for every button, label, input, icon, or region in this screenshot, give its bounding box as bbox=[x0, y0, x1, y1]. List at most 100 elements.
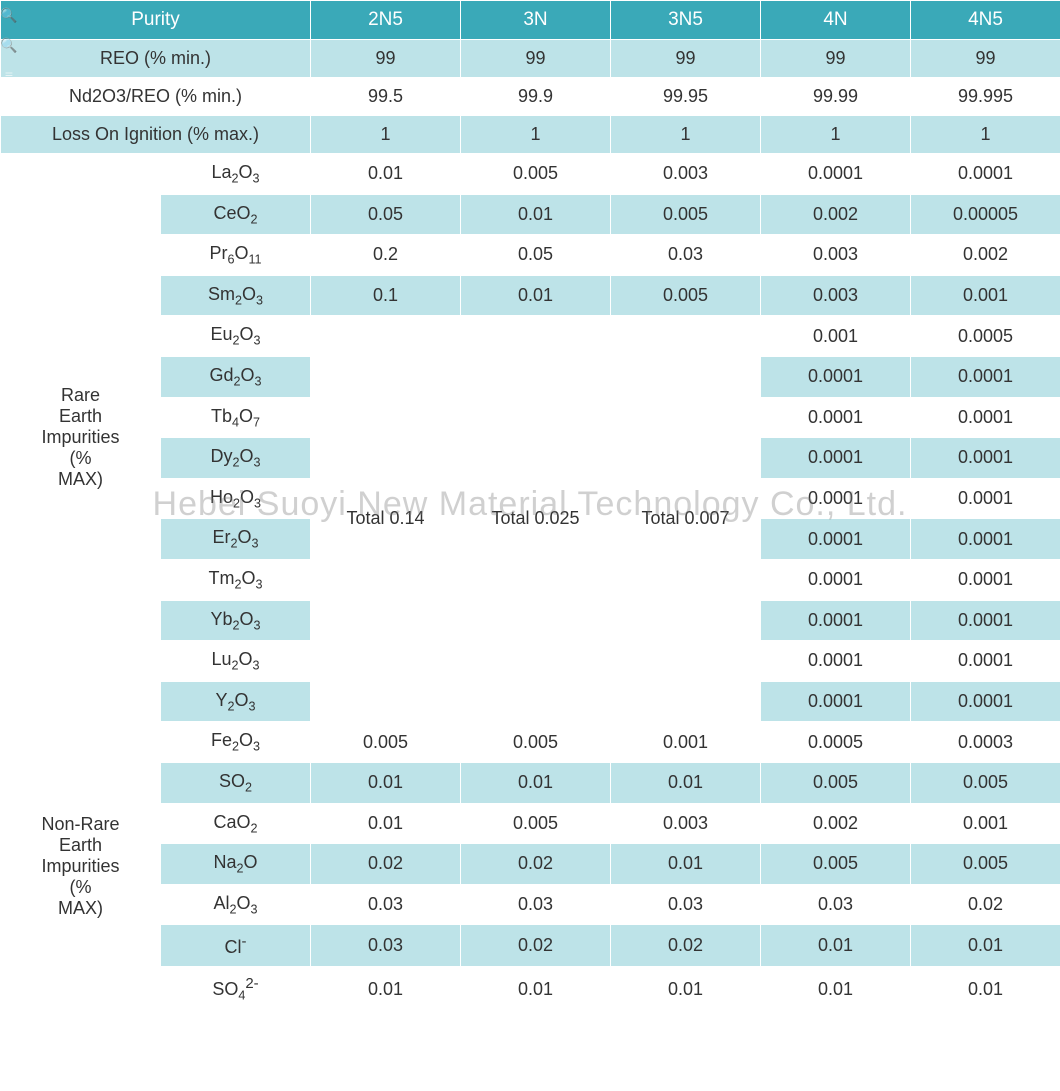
cell: 0.0001 bbox=[761, 519, 911, 560]
cell: 99.99 bbox=[761, 78, 911, 116]
cell: 0.01 bbox=[461, 275, 611, 316]
row-label: REO (% min.) bbox=[1, 40, 311, 78]
cell: 0.01 bbox=[761, 967, 911, 1012]
cell: 0.01 bbox=[461, 194, 611, 235]
cell: 0.0001 bbox=[761, 438, 911, 479]
cell: 0.005 bbox=[911, 844, 1060, 885]
compound-name: Lu2O3 bbox=[161, 641, 311, 682]
col-header: 4N bbox=[761, 1, 911, 40]
group-label-rare-earth: RareEarthImpurities(%MAX) bbox=[1, 154, 161, 722]
cell: 0.0001 bbox=[761, 397, 911, 438]
cell: 0.005 bbox=[311, 722, 461, 763]
cell: 0.01 bbox=[611, 762, 761, 803]
cell: 0.003 bbox=[761, 235, 911, 276]
cell: 0.0001 bbox=[911, 519, 1060, 560]
cell: 99 bbox=[611, 40, 761, 78]
compound-name: SO42- bbox=[161, 967, 311, 1012]
cell: 0.03 bbox=[761, 884, 911, 925]
cell: 99.95 bbox=[611, 78, 761, 116]
cell: 0.005 bbox=[911, 762, 1060, 803]
compound-name: Gd2O3 bbox=[161, 356, 311, 397]
cell: 0.0001 bbox=[761, 600, 911, 641]
cell: 0.03 bbox=[461, 884, 611, 925]
cell: 0.05 bbox=[311, 194, 461, 235]
cell: 1 bbox=[311, 116, 461, 154]
cell: 0.003 bbox=[611, 803, 761, 844]
total-cell: Total 0.14 bbox=[311, 316, 461, 722]
cell: 0.0001 bbox=[911, 478, 1060, 519]
cell: 0.0001 bbox=[911, 600, 1060, 641]
cell: 0.0001 bbox=[761, 559, 911, 600]
compound-name: Sm2O3 bbox=[161, 275, 311, 316]
cell: 0.0001 bbox=[761, 478, 911, 519]
compound-name: Na2O bbox=[161, 844, 311, 885]
group-label-non-rare-earth: Non-RareEarthImpurities(%MAX) bbox=[1, 722, 161, 1012]
cell: 0.01 bbox=[611, 967, 761, 1012]
col-header: 4N5 bbox=[911, 1, 1060, 40]
cell: 0.02 bbox=[611, 925, 761, 967]
col-header: 2N5 bbox=[311, 1, 461, 40]
cell: 0.0005 bbox=[911, 316, 1060, 357]
cell: 0.001 bbox=[761, 316, 911, 357]
compound-name: La2O3 bbox=[161, 154, 311, 195]
cell: 1 bbox=[911, 116, 1060, 154]
compound-name: Y2O3 bbox=[161, 681, 311, 722]
cell: 0.005 bbox=[761, 844, 911, 885]
cell: 99 bbox=[311, 40, 461, 78]
cell: 0.002 bbox=[911, 235, 1060, 276]
cell: 0.01 bbox=[911, 925, 1060, 967]
cell: 0.01 bbox=[311, 803, 461, 844]
cell: 0.002 bbox=[761, 803, 911, 844]
cell: 99 bbox=[461, 40, 611, 78]
menu-icon[interactable]: ≡ bbox=[0, 60, 18, 90]
cell: 0.005 bbox=[461, 803, 611, 844]
compound-name: Dy2O3 bbox=[161, 438, 311, 479]
cell: 0.001 bbox=[911, 803, 1060, 844]
compound-name: Yb2O3 bbox=[161, 600, 311, 641]
cell: 0.03 bbox=[611, 884, 761, 925]
cell: 0.01 bbox=[761, 925, 911, 967]
cell: 0.01 bbox=[911, 967, 1060, 1012]
cell: 0.01 bbox=[311, 154, 461, 195]
cell: 0.002 bbox=[761, 194, 911, 235]
compound-name: SO2 bbox=[161, 762, 311, 803]
row-label: Loss On Ignition (% max.) bbox=[1, 116, 311, 154]
compound-name: Al2O3 bbox=[161, 884, 311, 925]
total-cell: Total 0.025 bbox=[461, 316, 611, 722]
side-toolbar: 🔍 🔍 ≡ bbox=[0, 0, 18, 90]
cell: 0.0001 bbox=[911, 641, 1060, 682]
col-purity: Purity bbox=[1, 1, 311, 40]
cell: 1 bbox=[461, 116, 611, 154]
cell: 0.01 bbox=[611, 844, 761, 885]
cell: 0.003 bbox=[761, 275, 911, 316]
cell: 0.005 bbox=[761, 762, 911, 803]
cell: 0.0001 bbox=[761, 356, 911, 397]
magnify-icon[interactable]: 🔍 bbox=[0, 30, 18, 60]
cell: 0.005 bbox=[611, 275, 761, 316]
col-header: 3N bbox=[461, 1, 611, 40]
cell: 0.03 bbox=[311, 884, 461, 925]
cell: 0.0001 bbox=[911, 438, 1060, 479]
cell: 0.02 bbox=[911, 884, 1060, 925]
cell: 0.03 bbox=[311, 925, 461, 967]
cell: 1 bbox=[761, 116, 911, 154]
compound-name: Pr6O11 bbox=[161, 235, 311, 276]
spec-table: Purity2N53N3N54N4N5REO (% min.)999999999… bbox=[0, 0, 1060, 1012]
cell: 0.05 bbox=[461, 235, 611, 276]
cell: 0.001 bbox=[611, 722, 761, 763]
cell: 0.005 bbox=[461, 722, 611, 763]
compound-name: CaO2 bbox=[161, 803, 311, 844]
cell: 0.0001 bbox=[761, 641, 911, 682]
cell: 0.0001 bbox=[761, 681, 911, 722]
cell: 0.003 bbox=[611, 154, 761, 195]
cell: 99 bbox=[761, 40, 911, 78]
compound-name: Ho2O3 bbox=[161, 478, 311, 519]
cell: 0.01 bbox=[311, 967, 461, 1012]
cell: 0.02 bbox=[461, 844, 611, 885]
cell: 0.005 bbox=[611, 194, 761, 235]
magnify-icon[interactable]: 🔍 bbox=[0, 0, 18, 30]
cell: 0.0001 bbox=[911, 559, 1060, 600]
cell: 0.0005 bbox=[761, 722, 911, 763]
compound-name: Tb4O7 bbox=[161, 397, 311, 438]
cell: 0.0001 bbox=[761, 154, 911, 195]
